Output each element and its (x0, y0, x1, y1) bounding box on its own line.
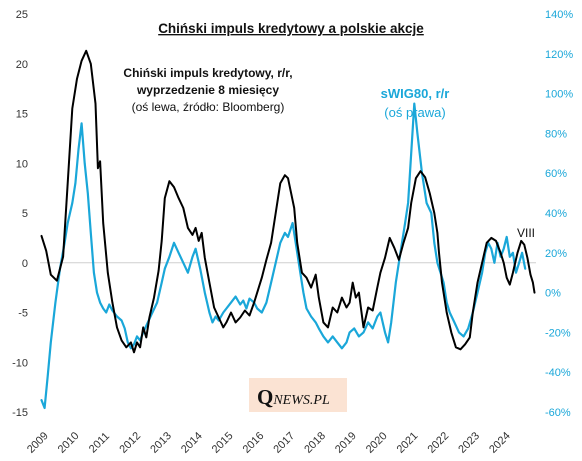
series-line-swig80 (40, 102, 527, 410)
right-tick-label: 140% (545, 9, 573, 21)
logo-q: Q (257, 385, 273, 409)
logo-rest: NEWS.PL (272, 393, 330, 408)
chart-title: Chiński impuls kredytowy a polskie akcje (158, 21, 424, 36)
x-tick-label: 2011 (87, 430, 112, 455)
right-series-label-line-1: sWIG80, r/r (381, 86, 450, 101)
x-tick-label: 2015 (210, 430, 236, 456)
right-tick-label: 120% (545, 49, 573, 61)
left-tick-label: 25 (16, 9, 28, 21)
left-series-label-line-1: Chiński impuls kredytowy, r/r, (123, 66, 292, 80)
series-line-credit-impulse (40, 49, 536, 354)
left-series-annotation: Chiński impuls kredytowy, r/r, wyprzedze… (123, 66, 292, 114)
left-tick-label: -10 (12, 357, 28, 369)
left-tick-label: 15 (16, 109, 28, 121)
left-tick-label: 20 (16, 59, 28, 71)
left-tick-label: 5 (22, 208, 28, 220)
x-tick-label: 2018 (302, 430, 328, 456)
left-axis-ticks: -15 -10 -5 0 5 10 15 20 25 (12, 9, 28, 419)
series-layer (40, 49, 536, 410)
left-series-label-line-3: (oś lewa, źródło: Bloomberg) (132, 100, 285, 114)
logo-background (249, 378, 347, 412)
x-tick-label: 2023 (456, 430, 482, 456)
right-tick-label: 40% (545, 208, 567, 220)
x-tick-label: 2021 (395, 430, 421, 456)
x-tick-label: 2017 (271, 430, 297, 456)
right-axis-ticks: -60% -40% -20% 0% 20% 40% 60% 80% 100% 120% 140% (545, 9, 573, 419)
right-tick-label: 60% (545, 168, 567, 180)
x-tick-label: 2013 (148, 430, 174, 456)
left-tick-label: -5 (18, 308, 28, 320)
right-series-label-line-2: (oś prawa) (384, 105, 445, 120)
x-tick-label: 2014 (179, 430, 205, 456)
x-tick-label: 2024 (487, 430, 513, 456)
right-tick-label: -60% (545, 407, 571, 419)
right-series-annotation: sWIG80, r/r (oś prawa) (381, 86, 450, 120)
right-tick-label: 0% (545, 288, 561, 300)
x-axis-ticks: 2009 2010 2011 2012 2013 2014 2015 2016 2017 2018… (25, 430, 513, 456)
left-tick-label: 10 (16, 158, 28, 170)
left-series-label-line-2: wyprzedzenie 8 miesięcy (136, 83, 279, 97)
left-tick-label: -15 (12, 407, 28, 419)
qnews-logo: QNEWS.PL (249, 378, 347, 412)
right-tick-label: 100% (545, 89, 573, 101)
right-tick-label: 20% (545, 248, 567, 260)
title-text: Chiński impuls kredytowy a polskie akcje (158, 21, 424, 36)
right-tick-label: -20% (545, 327, 571, 339)
x-tick-label: 2010 (56, 430, 82, 456)
right-tick-label: 80% (545, 128, 567, 140)
right-tick-label: -40% (545, 367, 571, 379)
logo-text: QNEWS.PL (257, 385, 330, 409)
x-tick-label: 2019 (333, 430, 359, 456)
left-tick-label: 0 (22, 258, 28, 270)
month-label: VIII (517, 226, 535, 240)
x-tick-label: 2012 (117, 430, 143, 456)
x-tick-label: 2022 (425, 430, 451, 456)
x-tick-label: 2009 (25, 430, 51, 456)
x-tick-label: 2016 (241, 430, 267, 456)
x-tick-label: 2020 (364, 430, 390, 456)
